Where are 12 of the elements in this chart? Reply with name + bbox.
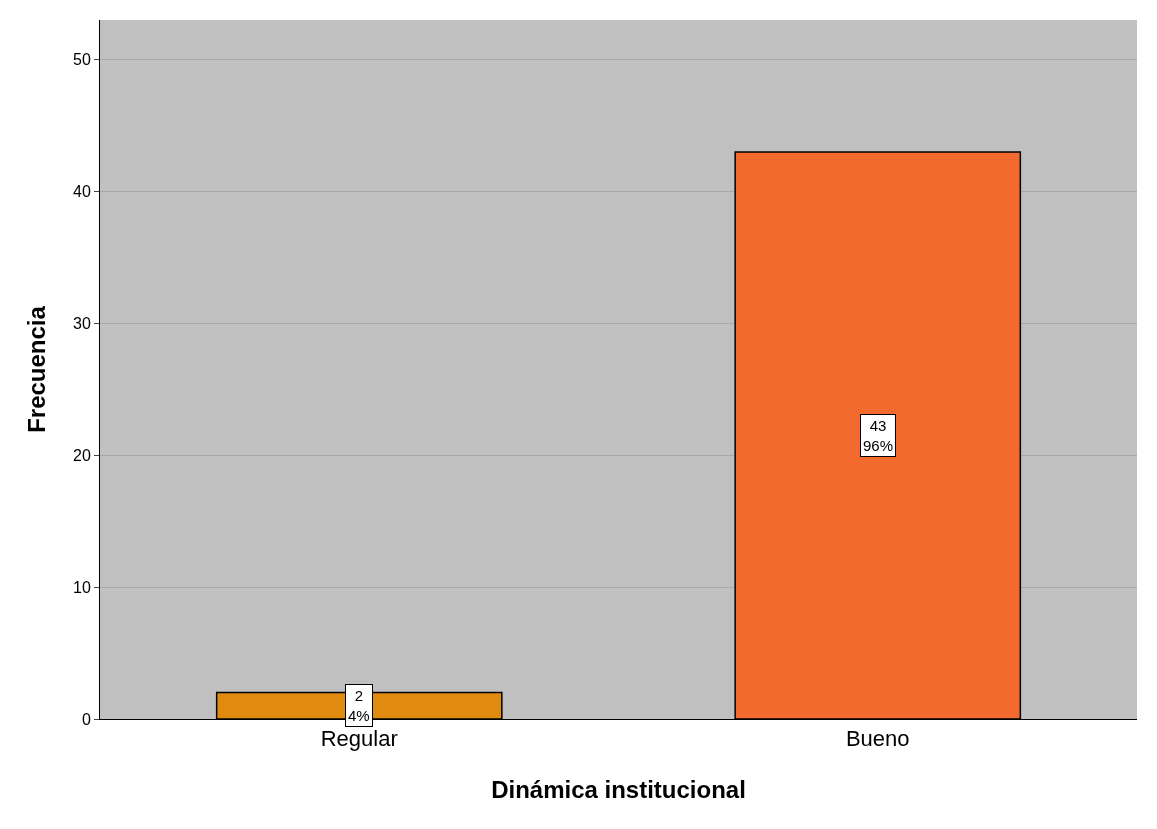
x-tick-label: Regular <box>320 726 398 752</box>
data-label: 43 96% <box>863 417 894 454</box>
y-tick-label: 40 <box>73 183 91 201</box>
y-tick-label: 30 <box>73 314 91 332</box>
y-tick-label: 50 <box>73 51 91 69</box>
data-label: 2 4% <box>348 687 370 724</box>
y-tick-label: 10 <box>73 578 91 596</box>
x-tick-label: Bueno <box>845 726 910 752</box>
y-axis-title: Frecuencia <box>23 305 51 433</box>
x-axis-title: Dinámica institucional <box>491 775 746 803</box>
y-tick-label: 20 <box>73 446 91 464</box>
y-tick-label: 0 <box>81 710 91 728</box>
